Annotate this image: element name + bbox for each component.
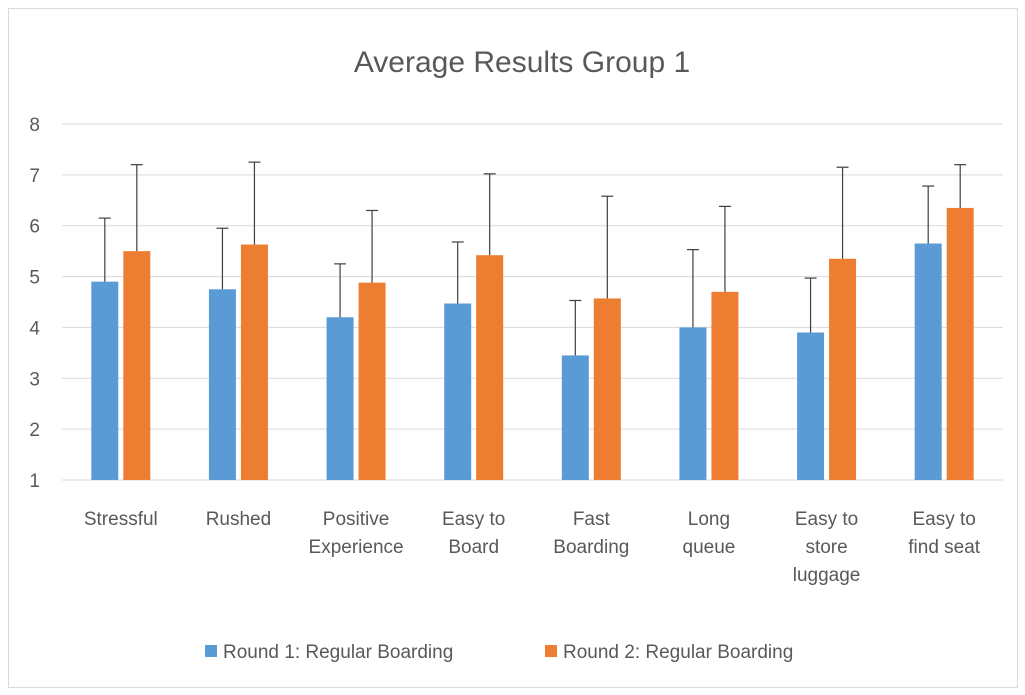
error-bar	[836, 166, 849, 259]
error-bars	[98, 161, 967, 356]
error-bar	[483, 173, 496, 256]
category-label: Fast Boarding	[553, 509, 629, 558]
error-bar	[451, 241, 464, 304]
category-label: Stressful	[84, 509, 158, 530]
error-bar	[216, 227, 229, 290]
legend-item-series-2: Round 2: Regular Boarding	[545, 642, 793, 663]
error-bar	[569, 299, 582, 356]
legend-item-series-1: Round 1: Regular Boarding	[205, 642, 453, 663]
error-bar	[954, 164, 967, 208]
bar-series-1	[797, 332, 825, 480]
bar-series-2	[593, 298, 621, 480]
error-bar	[922, 185, 935, 244]
y-tick-label: 4	[29, 318, 40, 339]
error-bar	[718, 205, 731, 292]
bar-series-2	[946, 207, 974, 480]
category-label: Easy to store luggage	[793, 509, 861, 586]
bars	[91, 207, 974, 480]
y-tick-label: 1	[29, 471, 40, 492]
error-bar	[366, 209, 379, 283]
category-label: Rushed	[206, 509, 272, 530]
bar-series-1	[208, 289, 236, 480]
legend-swatch	[205, 645, 217, 657]
y-tick-label: 6	[29, 217, 40, 238]
bar-series-1	[444, 303, 472, 480]
y-tick-label: 7	[29, 166, 40, 187]
error-bar	[98, 217, 111, 282]
grid-lines	[62, 123, 1003, 481]
category-label: Long queue	[683, 509, 736, 558]
error-bar	[334, 263, 347, 318]
y-tick-label: 8	[29, 115, 40, 136]
bar-series-1	[679, 327, 707, 480]
bar-series-2	[829, 258, 857, 480]
bar-series-2	[476, 255, 504, 480]
bar-series-1	[91, 281, 119, 480]
error-bar	[248, 161, 261, 245]
bar-series-1	[561, 355, 589, 480]
bar-series-2	[240, 244, 268, 480]
category-labels: Stressful Rushed Positive Experience Easy to…	[84, 509, 981, 586]
y-axis-ticks: 1 2 3 4 5 6 7 8	[29, 115, 40, 492]
error-bar	[130, 164, 143, 252]
bar-series-2	[358, 282, 386, 480]
category-label: Easy to find seat	[908, 509, 981, 558]
bar-series-2	[711, 291, 739, 480]
error-bar	[804, 277, 817, 333]
error-bar	[686, 249, 699, 328]
legend: Round 1: Regular Boarding Round 2: Regula…	[205, 642, 793, 663]
bar-series-2	[123, 251, 151, 480]
y-tick-label: 2	[29, 420, 40, 441]
legend-label: Round 2: Regular Boarding	[563, 642, 793, 663]
category-label: Positive Experience	[309, 509, 404, 558]
bar-series-1	[326, 317, 354, 480]
category-label: Easy to Board	[442, 509, 505, 558]
legend-label: Round 1: Regular Boarding	[223, 642, 453, 663]
y-tick-label: 5	[29, 268, 40, 289]
bar-series-1	[914, 243, 942, 480]
error-bar	[601, 195, 614, 299]
chart-title: Average Results Group 1	[354, 46, 690, 79]
y-tick-label: 3	[29, 369, 40, 390]
legend-swatch	[545, 645, 557, 657]
